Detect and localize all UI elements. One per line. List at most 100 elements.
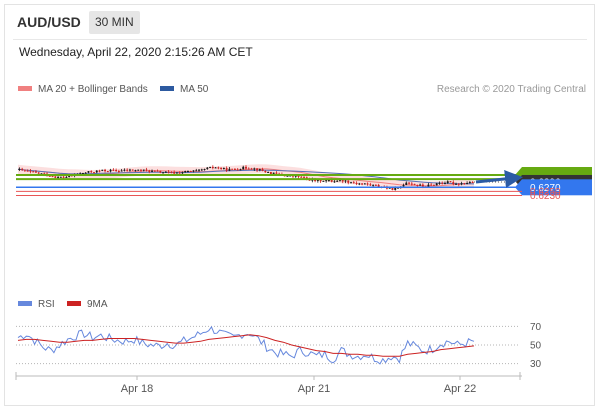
candle [471, 181, 474, 183]
candle [247, 167, 250, 170]
candle [410, 181, 413, 186]
candle [444, 181, 446, 185]
candle [186, 170, 189, 173]
ma20-legend-label: MA 20 + Bollinger Bands [38, 84, 148, 95]
candle [228, 167, 231, 172]
candle [59, 176, 62, 178]
candle [178, 171, 181, 174]
candle [463, 182, 466, 185]
candle [87, 171, 90, 174]
x-axis: Apr 18 Apr 21 Apr 22 [15, 372, 521, 395]
candle [355, 181, 358, 186]
candle [449, 181, 452, 183]
candle [333, 179, 336, 183]
candle [195, 168, 198, 172]
candle [142, 169, 145, 172]
candle [239, 168, 242, 171]
widget-header: AUD/USD 30 MIN [5, 5, 594, 41]
x-tick-label: Apr 18 [121, 383, 153, 395]
candle [457, 182, 460, 187]
candle [361, 182, 364, 186]
candle [408, 182, 411, 185]
candle [231, 168, 234, 170]
candle [170, 171, 173, 174]
candle [95, 170, 98, 174]
candle [145, 167, 148, 172]
level-support: 0.6250 [16, 187, 561, 198]
rsi-ma-line [17, 334, 475, 357]
candle [468, 180, 471, 184]
candle [419, 183, 422, 186]
candle [23, 169, 26, 172]
candle [258, 168, 261, 172]
candle [115, 168, 118, 172]
candle [140, 169, 142, 173]
rsi-legend: RSI 9MA [18, 299, 108, 310]
candle [181, 171, 184, 175]
candle [65, 176, 68, 178]
candle [369, 182, 372, 187]
candle [366, 182, 369, 186]
level-label: 0.6250 [530, 187, 561, 198]
candle [112, 168, 115, 172]
candle [452, 180, 455, 186]
candle [126, 168, 129, 172]
timestamp: Wednesday, April 22, 2020 2:15:26 AM CET [19, 45, 253, 59]
candle [98, 169, 101, 173]
candle [198, 169, 200, 172]
timeframe-badge[interactable]: 30 MIN [89, 11, 140, 34]
candle [192, 170, 195, 173]
candle [200, 168, 203, 171]
candle [435, 182, 438, 186]
candle [350, 181, 352, 184]
candle [162, 171, 165, 174]
candle [137, 169, 140, 171]
candle [253, 167, 256, 172]
candle [363, 183, 366, 185]
candle [446, 180, 449, 184]
candle [455, 182, 458, 186]
candle [117, 169, 120, 174]
ma50-legend-label: MA 50 [180, 84, 209, 95]
candle [466, 181, 469, 185]
candle [236, 167, 239, 171]
candle [211, 165, 214, 170]
candle [81, 172, 84, 174]
candle [358, 182, 361, 186]
candle [372, 184, 375, 187]
rsi-panel: 70 50 30 [16, 322, 542, 370]
candle [256, 167, 259, 173]
candle [352, 180, 355, 184]
x-tick-label: Apr 22 [444, 383, 476, 395]
ma9-swatch [67, 301, 81, 306]
candle [26, 169, 29, 172]
candle [153, 170, 156, 172]
ma50-swatch [160, 86, 174, 91]
rsi-level-label: 30 [530, 359, 542, 370]
candle [432, 184, 435, 186]
candle [225, 166, 228, 173]
candle [267, 171, 270, 173]
candle [167, 169, 170, 174]
rsi-legend-label: RSI [38, 299, 55, 310]
candle [128, 168, 131, 172]
level-label: 0.6230 [530, 191, 561, 202]
candle [250, 167, 253, 170]
ma20-swatch [18, 86, 32, 91]
candle [159, 170, 162, 174]
candle [245, 165, 247, 171]
candle [460, 181, 463, 186]
candle [264, 170, 267, 173]
candle [120, 168, 123, 172]
candle [164, 170, 167, 173]
rsi-swatch [18, 301, 32, 306]
candle [32, 171, 35, 173]
candle [184, 170, 187, 173]
candle [214, 166, 217, 169]
candle [123, 168, 126, 172]
candle [430, 183, 433, 186]
candle [151, 169, 154, 173]
candle [206, 167, 209, 170]
projection-arrow [475, 169, 523, 188]
